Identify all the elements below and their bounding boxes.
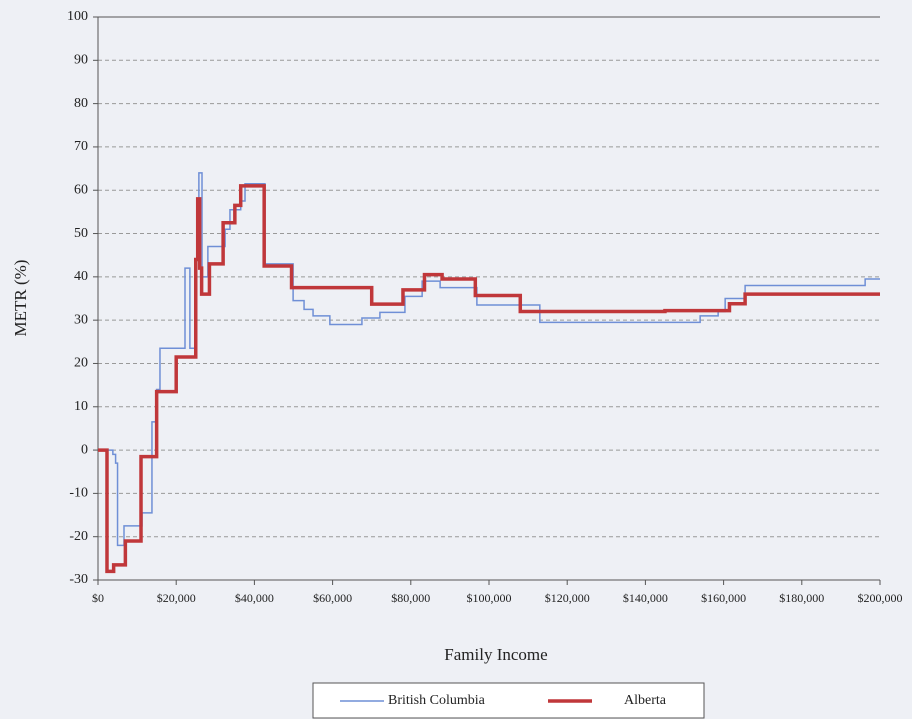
y-tick-label: -30 bbox=[69, 572, 88, 587]
y-tick-label: 30 bbox=[74, 312, 88, 327]
y-tick-label: -20 bbox=[69, 529, 88, 544]
y-tick-label: 80 bbox=[74, 96, 88, 111]
x-tick-label: $180,000 bbox=[779, 591, 824, 605]
x-tick-label: $100,000 bbox=[467, 591, 512, 605]
y-tick-label: 60 bbox=[74, 182, 88, 197]
x-tick-label: $120,000 bbox=[545, 591, 590, 605]
y-tick-label: 70 bbox=[74, 139, 88, 154]
y-tick-label: 50 bbox=[74, 226, 88, 241]
y-tick-label: 20 bbox=[74, 356, 88, 371]
x-tick-label: $20,000 bbox=[157, 591, 196, 605]
x-axis-label: Family Income bbox=[444, 645, 547, 664]
x-tick-label: $60,000 bbox=[313, 591, 352, 605]
series-line bbox=[98, 184, 880, 574]
legend-label: British Columbia bbox=[388, 693, 486, 708]
y-tick-label: 0 bbox=[81, 442, 88, 457]
y-tick-label: 90 bbox=[74, 53, 88, 68]
x-tick-label: $200,000 bbox=[858, 591, 903, 605]
y-tick-label: 10 bbox=[74, 399, 88, 414]
y-tick-label: 40 bbox=[74, 269, 88, 284]
x-tick-label: $140,000 bbox=[623, 591, 668, 605]
series-line bbox=[98, 172, 880, 547]
y-tick-label: 100 bbox=[67, 9, 88, 24]
y-axis-label: METR (%) bbox=[11, 260, 30, 337]
legend-label: Alberta bbox=[624, 693, 667, 708]
x-tick-label: $160,000 bbox=[701, 591, 746, 605]
x-tick-label: $0 bbox=[92, 591, 104, 605]
x-tick-label: $80,000 bbox=[391, 591, 430, 605]
y-tick-label: -10 bbox=[69, 486, 88, 501]
x-tick-label: $40,000 bbox=[235, 591, 274, 605]
